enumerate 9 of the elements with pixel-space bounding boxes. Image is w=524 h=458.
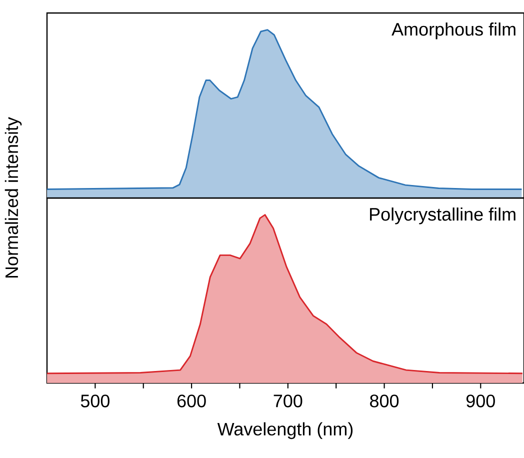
annotation: Amorphous film xyxy=(392,22,516,40)
x-tick-label: 600 xyxy=(177,394,206,408)
x-tick-label: 700 xyxy=(274,394,302,408)
x-tick-label: 800 xyxy=(370,394,399,408)
x-tick-label: 900 xyxy=(466,394,495,408)
y-axis-title: Normalized intensity xyxy=(4,117,22,278)
annotation: Polycrystalline film xyxy=(370,208,516,224)
x-axis-title: Wavelength (nm) xyxy=(217,422,353,440)
x-tick-label: 500 xyxy=(80,394,110,408)
